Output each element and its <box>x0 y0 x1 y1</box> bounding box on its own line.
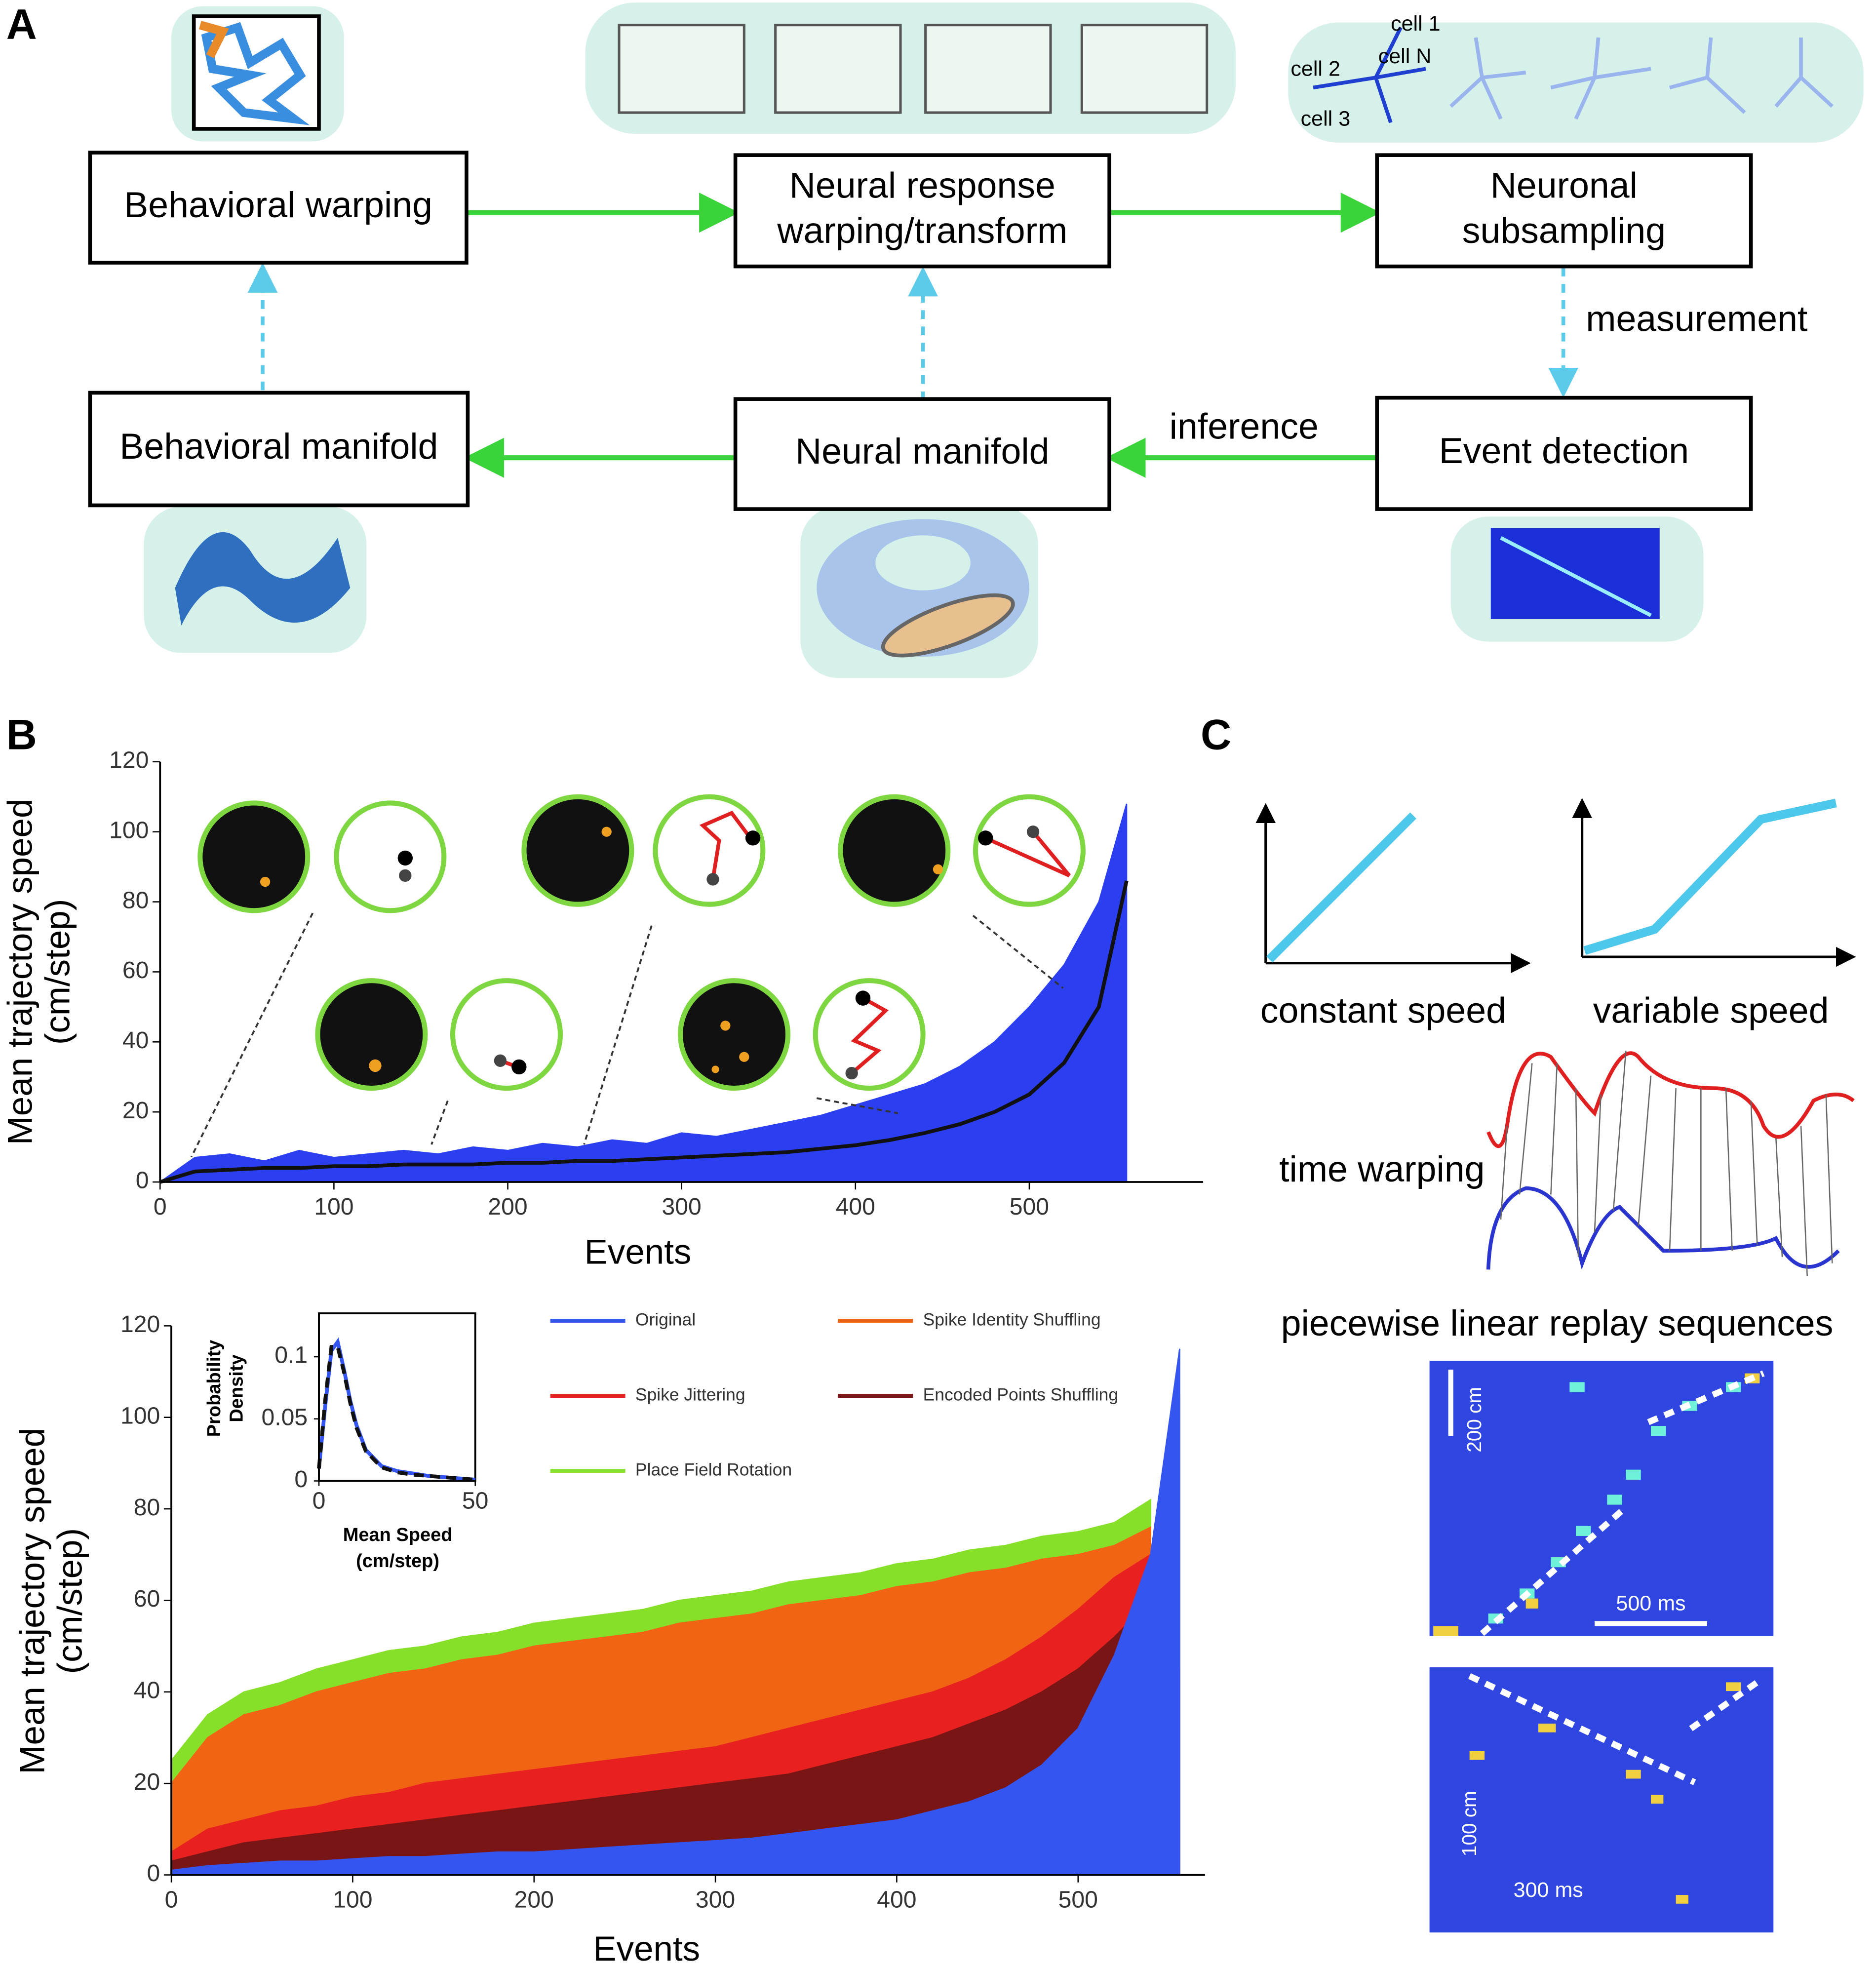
y-axis-label: Mean trajectory speed <box>0 799 39 1145</box>
y-tick-label: 20 <box>122 1097 149 1124</box>
c-label: time warping <box>1279 1148 1485 1189</box>
node-box <box>88 391 470 508</box>
x-axis-label: Events <box>585 1233 692 1272</box>
legend-label: Spike Jittering <box>635 1385 745 1405</box>
series-line <box>317 1345 475 1482</box>
legend-label: Spike Identity Shuffling <box>923 1310 1101 1330</box>
node-label: Event detection <box>1439 430 1689 471</box>
panel-b-insets <box>190 794 1086 1158</box>
legend-label: Place Field Rotation <box>635 1460 792 1480</box>
node-label: Neural response <box>789 165 1055 206</box>
y-axis-label: Probability <box>204 1340 225 1437</box>
panel-a-arrows <box>247 193 1579 478</box>
x-tick-label: 0 <box>313 1487 326 1514</box>
y-tick-label: 0 <box>294 1466 308 1493</box>
series-area <box>170 1348 1180 1876</box>
y-tick-label: 100 <box>109 817 149 843</box>
legend-label: Encoded Points Shuffling <box>923 1385 1119 1405</box>
y-axis-label: (cm/step) <box>51 1528 90 1674</box>
scale-bar-label: 100 cm <box>1458 1791 1481 1856</box>
x-tick-label: 100 <box>314 1193 353 1220</box>
cell-label: cell 2 <box>1290 57 1340 80</box>
panel-a-thumbnails: cell 1 cell 2 cell N cell 3 <box>144 2 1864 678</box>
scale-bar-label: 500 ms <box>1616 1592 1685 1615</box>
node-label: Behavioral manifold <box>119 426 438 467</box>
y-tick-label: 20 <box>134 1769 160 1795</box>
c-label: variable speed <box>1593 989 1829 1030</box>
x-tick-label: 200 <box>514 1886 554 1913</box>
y-tick-label: 0.05 <box>262 1404 308 1430</box>
series-area <box>170 1599 1180 1876</box>
x-tick-label: 200 <box>488 1193 527 1220</box>
y-tick-label: 80 <box>122 887 149 913</box>
series-line <box>159 880 1129 1184</box>
chart: 0 20 40 60 80 100 120 0 100 200 300 400 500 Events Mea… <box>0 747 1204 1272</box>
x-tick-label: 0 <box>165 1886 178 1913</box>
x-tick-label: 300 <box>696 1886 735 1913</box>
y-tick-label: 120 <box>120 1311 160 1338</box>
x-tick-label: 400 <box>877 1886 916 1913</box>
nodes: Behavioral warping Neural responsewarping… <box>88 151 1753 511</box>
x-tick-label: 300 <box>662 1193 702 1220</box>
y-tick-label: 60 <box>122 957 149 984</box>
node-label: Behavioral warping <box>124 184 432 225</box>
y-tick-label: 0 <box>136 1167 149 1194</box>
y-tick-label: 40 <box>122 1027 149 1054</box>
y-tick-label: 40 <box>134 1677 160 1704</box>
panel-c: 200 cm 500 ms 100 cm 300 ms constant spe… <box>1255 798 1856 1933</box>
y-tick-label: 60 <box>134 1585 160 1612</box>
x-tick-label: 500 <box>1058 1886 1098 1913</box>
scale-bar-label: 300 ms <box>1514 1878 1583 1902</box>
x-axis-label: Mean Speed <box>343 1525 453 1545</box>
x-tick-label: 50 <box>462 1487 489 1514</box>
c-label: constant speed <box>1260 989 1506 1030</box>
plot-frame <box>318 1312 476 1482</box>
x-tick-label: 500 <box>1010 1193 1049 1220</box>
legend-label: Original <box>635 1310 696 1330</box>
edge-label: inference <box>1170 405 1319 446</box>
chart: 0 0.05 0.1 0 50 Mean Speed (cm/step) Probabilit… <box>204 1312 489 1572</box>
node-label: subsampling <box>1462 210 1666 251</box>
y-axis-label: Density <box>226 1354 247 1422</box>
node-box <box>88 151 469 265</box>
series-area <box>158 803 1128 1183</box>
panel-label: A <box>6 1 37 48</box>
node-box <box>733 397 1111 511</box>
y-axis-label: Mean trajectory speed <box>13 1428 52 1774</box>
node-label: Neural manifold <box>795 431 1049 472</box>
x-tick-label: 400 <box>836 1193 875 1220</box>
y-tick-label: 80 <box>134 1494 160 1521</box>
scale-bar-label: 200 cm <box>1463 1387 1485 1453</box>
y-tick-label: 120 <box>109 747 149 774</box>
c-label: piecewise linear replay sequences <box>1281 1302 1834 1343</box>
x-tick-label: 100 <box>333 1886 372 1913</box>
cell-label: cell 1 <box>1391 12 1441 36</box>
cell-label: cell 3 <box>1301 107 1351 131</box>
y-tick-label: 100 <box>120 1402 160 1429</box>
y-tick-label: 0.1 <box>274 1342 308 1369</box>
node-box <box>1375 395 1753 511</box>
panel-label: C <box>1201 711 1231 758</box>
node-label: warping/transform <box>777 210 1067 251</box>
x-axis-label: (cm/step) <box>356 1551 439 1572</box>
x-axis-label: Events <box>593 1929 700 1968</box>
y-axis-label: (cm/step) <box>38 899 77 1045</box>
cell-label: cell N <box>1378 44 1432 68</box>
panel-label: B <box>6 711 37 758</box>
x-tick-label: 0 <box>154 1193 167 1220</box>
node-box <box>733 153 1111 269</box>
node-label: Neuronal <box>1490 165 1638 206</box>
y-tick-label: 0 <box>147 1860 160 1887</box>
edge-label: measurement <box>1586 298 1807 339</box>
node-box <box>1375 153 1753 269</box>
